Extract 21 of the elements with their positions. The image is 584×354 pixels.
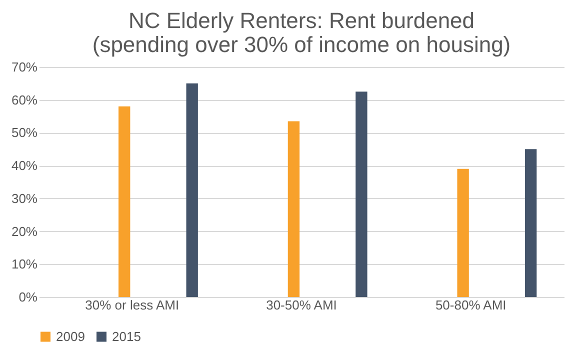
bar (288, 121, 300, 297)
y-tick-label: 20% (11, 224, 38, 239)
x-tick-label: 30% or less AMI (85, 298, 180, 312)
y-tick-label: 40% (11, 158, 38, 174)
bar (457, 168, 469, 297)
y-tick-label: 70% (11, 60, 38, 74)
text: NC Elderly Renters: Rent burdened (128, 8, 475, 33)
x-tick-label: 30-50% AMI (266, 298, 337, 312)
bar (524, 149, 537, 297)
x-tick-label: 50-80% AMI (435, 298, 506, 312)
y-tick-label: 50% (11, 125, 38, 140)
bar (356, 92, 368, 297)
bar (186, 83, 198, 297)
text: (spending over 30% of income on housing) (92, 32, 511, 57)
y-tick-label: 0% (18, 290, 38, 304)
y-tick-label: 10% (11, 256, 38, 272)
bar (118, 106, 130, 297)
y-tick-label: 30% (11, 190, 38, 206)
legend-label: 2009 (56, 328, 85, 344)
legend-label: 2015 (112, 328, 141, 344)
y-tick-label: 60% (11, 92, 38, 108)
